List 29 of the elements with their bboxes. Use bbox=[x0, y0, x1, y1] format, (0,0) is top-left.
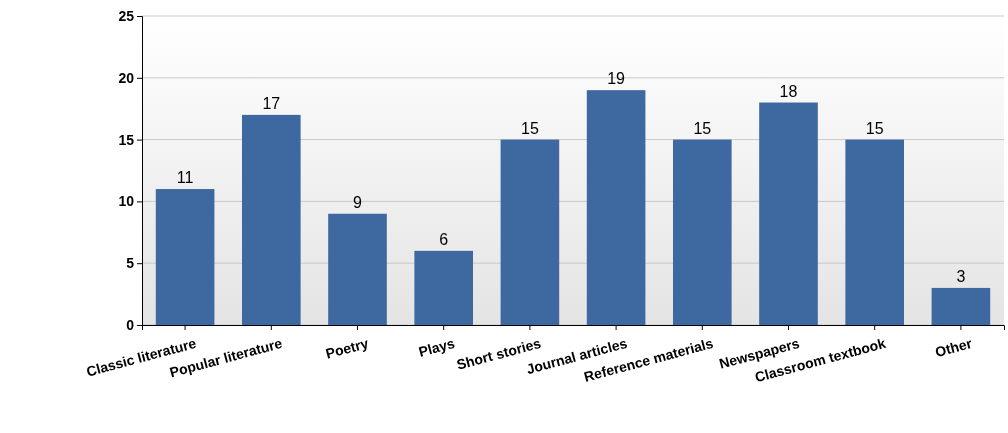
data-label: 19 bbox=[607, 70, 626, 88]
bar bbox=[759, 102, 818, 325]
y-tick-label: 10 bbox=[118, 193, 135, 210]
y-tick-label: 0 bbox=[126, 316, 135, 333]
bar bbox=[672, 139, 732, 325]
bar bbox=[845, 139, 905, 325]
data-label: 3 bbox=[956, 267, 966, 285]
data-label: 15 bbox=[865, 119, 884, 137]
data-label: 6 bbox=[439, 230, 449, 248]
y-tick-label: 20 bbox=[118, 69, 135, 86]
bar bbox=[414, 250, 474, 325]
data-label: 17 bbox=[262, 94, 281, 112]
bar bbox=[328, 213, 387, 325]
bar bbox=[241, 114, 301, 325]
bar bbox=[586, 90, 646, 325]
bar bbox=[931, 287, 991, 325]
y-tick-label: 5 bbox=[126, 255, 135, 272]
y-tick-label: 25 bbox=[118, 7, 135, 24]
x-tick-label: Poetry bbox=[323, 334, 371, 362]
y-tick-label: 15 bbox=[118, 131, 135, 148]
bar bbox=[500, 139, 560, 325]
data-label: 11 bbox=[176, 169, 194, 187]
bar bbox=[155, 189, 215, 325]
data-label: 9 bbox=[353, 193, 363, 211]
data-label: 15 bbox=[521, 119, 539, 137]
data-label: 18 bbox=[779, 82, 798, 100]
x-tick-label: Other bbox=[933, 334, 975, 361]
x-tick-label: Plays bbox=[416, 334, 457, 360]
data-label: 15 bbox=[693, 119, 712, 137]
